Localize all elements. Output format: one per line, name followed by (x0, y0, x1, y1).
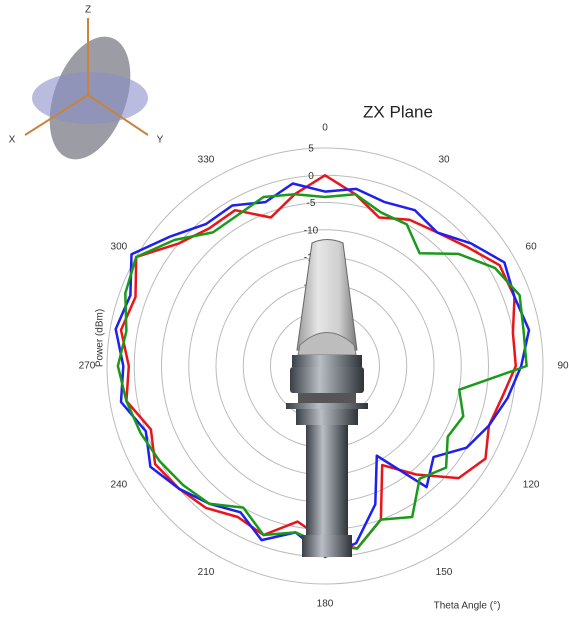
antenna-nut (290, 367, 364, 393)
icon-label: X (9, 135, 16, 146)
theta-tick-label: 30 (438, 155, 450, 166)
r-tick-label: 5 (308, 144, 314, 155)
theta-tick-label: 120 (523, 480, 540, 491)
theta-tick-label: 150 (436, 567, 453, 578)
r-tick-label: -10 (304, 225, 319, 236)
antenna-nut2 (296, 409, 358, 425)
theta-tick-label: 60 (526, 242, 538, 253)
r-tick-label: -5 (307, 198, 316, 209)
antenna-flange (286, 403, 368, 409)
theta-tick-label: 210 (198, 567, 215, 578)
theta-tick-label: 90 (557, 361, 569, 372)
antenna-image (286, 239, 368, 557)
angle-axis-label: Theta Angle (°) (434, 601, 501, 612)
antenna-washer (298, 393, 356, 403)
antenna-neck (297, 332, 357, 356)
theta-tick-label: 300 (111, 242, 128, 253)
icon-axis-y (87, 94, 149, 136)
theta-tick-label: 330 (198, 155, 215, 166)
icon-label: Z (85, 5, 91, 16)
theta-tick-label: 180 (317, 599, 334, 610)
axes-icon: Z X Y (9, 5, 164, 160)
icon-axis-x (24, 94, 89, 136)
icon-plane-xy (32, 72, 148, 124)
grid-circle (106, 147, 544, 585)
radial-axis-label: Power (dBm) (95, 309, 106, 367)
r-tick-label: 0 (308, 171, 314, 182)
antenna-tip (302, 535, 352, 557)
antenna-body (296, 239, 358, 351)
chart-title: ZX Plane (363, 102, 433, 121)
antenna-connector (306, 425, 348, 535)
theta-tick-label: 240 (111, 480, 128, 491)
theta-tick-label: 0 (322, 123, 328, 134)
antenna-collar (292, 355, 362, 367)
icon-label: Y (157, 135, 164, 146)
theta-tick-label: 270 (79, 361, 96, 372)
